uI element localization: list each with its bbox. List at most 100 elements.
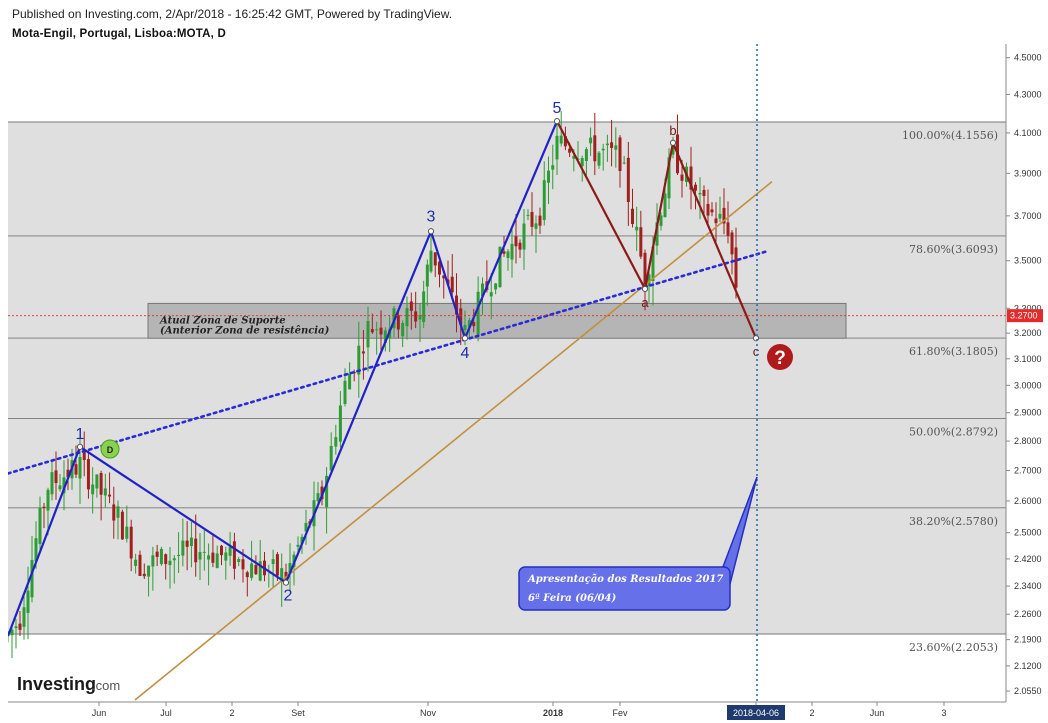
candle-body: [304, 522, 308, 532]
candle-body: [551, 165, 555, 170]
candle-body: [514, 236, 518, 247]
candle-body: [494, 283, 498, 290]
candle-body: [726, 222, 730, 236]
y-tick-label: 2.9000: [1014, 408, 1042, 418]
candle-body: [396, 315, 400, 330]
candle-body: [86, 459, 90, 490]
candle-body: [563, 136, 567, 147]
y-tick-label: 3.3000: [1014, 303, 1042, 313]
candle-body: [463, 324, 467, 331]
candle-body: [275, 554, 279, 576]
dividend-marker-label: D: [107, 445, 114, 455]
wave-label: 5: [553, 100, 562, 117]
candle-body: [734, 247, 738, 288]
candle-body: [38, 507, 42, 544]
callout-line-2: 6ª Feira (06/04): [528, 593, 616, 604]
candle-body: [189, 537, 193, 547]
candle-body: [288, 563, 292, 573]
wave-label: 2: [284, 588, 293, 605]
y-tick-label: 2.3400: [1014, 581, 1042, 591]
fib-zone-fill: [8, 122, 1006, 634]
candle-body: [659, 215, 663, 226]
symbol-title: Mota-Engil, Portugal, Lisboa:MOTA, D: [12, 28, 226, 40]
candle-body: [706, 203, 710, 216]
candle-body: [237, 558, 241, 563]
candle-body: [379, 327, 383, 335]
candle-body: [425, 264, 429, 287]
support-zone-box: [147, 302, 847, 339]
wave-pivot-marker: [461, 335, 469, 342]
question-icon: ?: [767, 344, 793, 370]
candle-body: [459, 308, 463, 325]
candle-body: [418, 315, 422, 320]
candle-body: [14, 626, 18, 629]
candle-body: [547, 170, 550, 183]
candle-body: [366, 321, 370, 348]
logo-brand: Investing: [17, 674, 96, 694]
candle-body: [506, 251, 510, 259]
fib-level-label: 23.60%(2.2053): [909, 641, 998, 654]
candle-body: [718, 213, 722, 219]
candle-body: [618, 137, 622, 172]
candle-body: [42, 506, 46, 508]
candle-body: [698, 192, 702, 195]
candle-body: [510, 243, 514, 260]
candle-body: [300, 536, 304, 544]
candle-body: [542, 180, 546, 220]
dividend-marker-icon[interactable]: D: [100, 439, 120, 459]
y-axis: 4.5000 4.3000 4.1000 3.9000 3.7000 3.5000 3.30…: [1006, 53, 1042, 696]
wave-label: 4: [461, 345, 470, 362]
candle-body: [95, 474, 99, 489]
candle-body: [168, 560, 172, 566]
y-tick-label: 3.1000: [1014, 354, 1042, 364]
candle-body: [597, 152, 601, 166]
candle-body: [112, 504, 116, 521]
candle-body: [99, 473, 103, 495]
candle-body: [559, 135, 563, 144]
candle-body: [181, 540, 185, 556]
candle-body: [518, 242, 522, 250]
candle-body: [476, 291, 480, 335]
y-tick-label: 2.8000: [1014, 436, 1042, 446]
candle-body: [50, 472, 54, 495]
candle-body: [442, 275, 446, 279]
candle-body: [481, 283, 484, 297]
y-tick-label: 3.2000: [1014, 328, 1042, 338]
candle-body: [572, 155, 576, 159]
candle-body: [66, 469, 70, 478]
impulse-wave-path: [8, 120, 559, 637]
candle-body: [433, 252, 437, 266]
correction-wave-label: c: [753, 344, 760, 359]
candle-body: [401, 323, 405, 337]
candle-body: [198, 552, 202, 560]
y-tick-label: 4.1000: [1014, 128, 1042, 138]
wave-pivot-marker: [76, 443, 84, 450]
x-tick-label: 2: [229, 708, 234, 718]
candle-body: [129, 526, 133, 559]
y-tick-label: 2.4200: [1014, 554, 1042, 564]
y-tick-label: 4.3000: [1014, 89, 1042, 99]
candle-body: [622, 162, 626, 164]
candle-body: [601, 148, 605, 151]
y-tick-label: 3.5000: [1014, 256, 1042, 266]
candle-body: [605, 143, 609, 146]
candle-body: [635, 226, 639, 231]
fib-level-label: 61.80%(3.1805): [909, 345, 998, 358]
candle-body: [280, 568, 284, 582]
candle-body: [207, 555, 211, 560]
candle-body: [215, 553, 219, 568]
x-tick-label: Nov: [420, 708, 437, 718]
candle-body: [18, 623, 22, 630]
y-tick-label: 2.2600: [1014, 609, 1042, 619]
candle-body: [522, 223, 526, 250]
candle-body: [185, 540, 189, 547]
fib-level-label: 100.00%(4.1556): [902, 129, 998, 142]
candle-body: [116, 506, 120, 518]
candle-body: [202, 551, 206, 553]
y-tick-label: 3.7000: [1014, 211, 1042, 221]
candle-body: [714, 218, 718, 224]
candle-body: [220, 545, 223, 556]
candle-body: [689, 166, 693, 190]
wave-pivot-marker: [282, 579, 290, 586]
